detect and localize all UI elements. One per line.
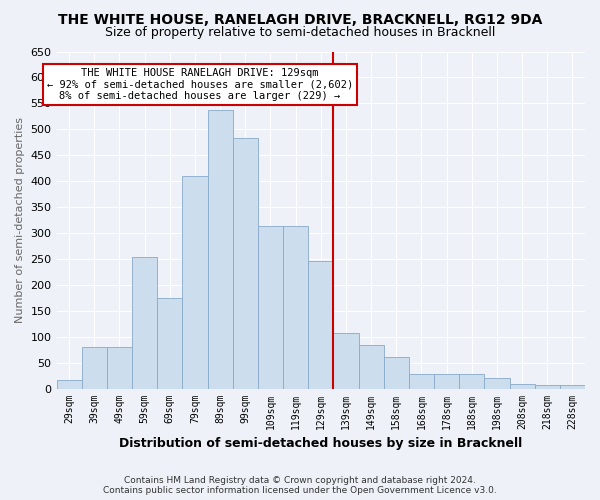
Bar <box>334 333 359 388</box>
Bar <box>157 298 182 388</box>
Bar <box>107 346 132 389</box>
Text: Contains HM Land Registry data © Crown copyright and database right 2024.
Contai: Contains HM Land Registry data © Crown c… <box>103 476 497 495</box>
Bar <box>359 345 383 389</box>
Bar <box>535 386 560 388</box>
Text: THE WHITE HOUSE, RANELAGH DRIVE, BRACKNELL, RG12 9DA: THE WHITE HOUSE, RANELAGH DRIVE, BRACKNE… <box>58 12 542 26</box>
Text: THE WHITE HOUSE RANELAGH DRIVE: 129sqm
← 92% of semi-detached houses are smaller: THE WHITE HOUSE RANELAGH DRIVE: 129sqm ←… <box>47 68 353 102</box>
Bar <box>434 374 459 388</box>
Bar <box>56 380 82 388</box>
Bar <box>132 257 157 388</box>
X-axis label: Distribution of semi-detached houses by size in Bracknell: Distribution of semi-detached houses by … <box>119 437 523 450</box>
Bar <box>409 374 434 388</box>
Bar <box>308 261 334 388</box>
Bar <box>383 358 409 388</box>
Bar <box>233 138 258 388</box>
Bar <box>484 378 509 388</box>
Bar <box>560 386 585 388</box>
Bar <box>182 176 208 388</box>
Text: Size of property relative to semi-detached houses in Bracknell: Size of property relative to semi-detach… <box>105 26 495 39</box>
Y-axis label: Number of semi-detached properties: Number of semi-detached properties <box>15 117 25 323</box>
Bar <box>82 346 107 389</box>
Bar <box>509 384 535 388</box>
Bar <box>459 374 484 388</box>
Bar <box>258 226 283 388</box>
Bar <box>208 110 233 388</box>
Bar <box>283 226 308 388</box>
